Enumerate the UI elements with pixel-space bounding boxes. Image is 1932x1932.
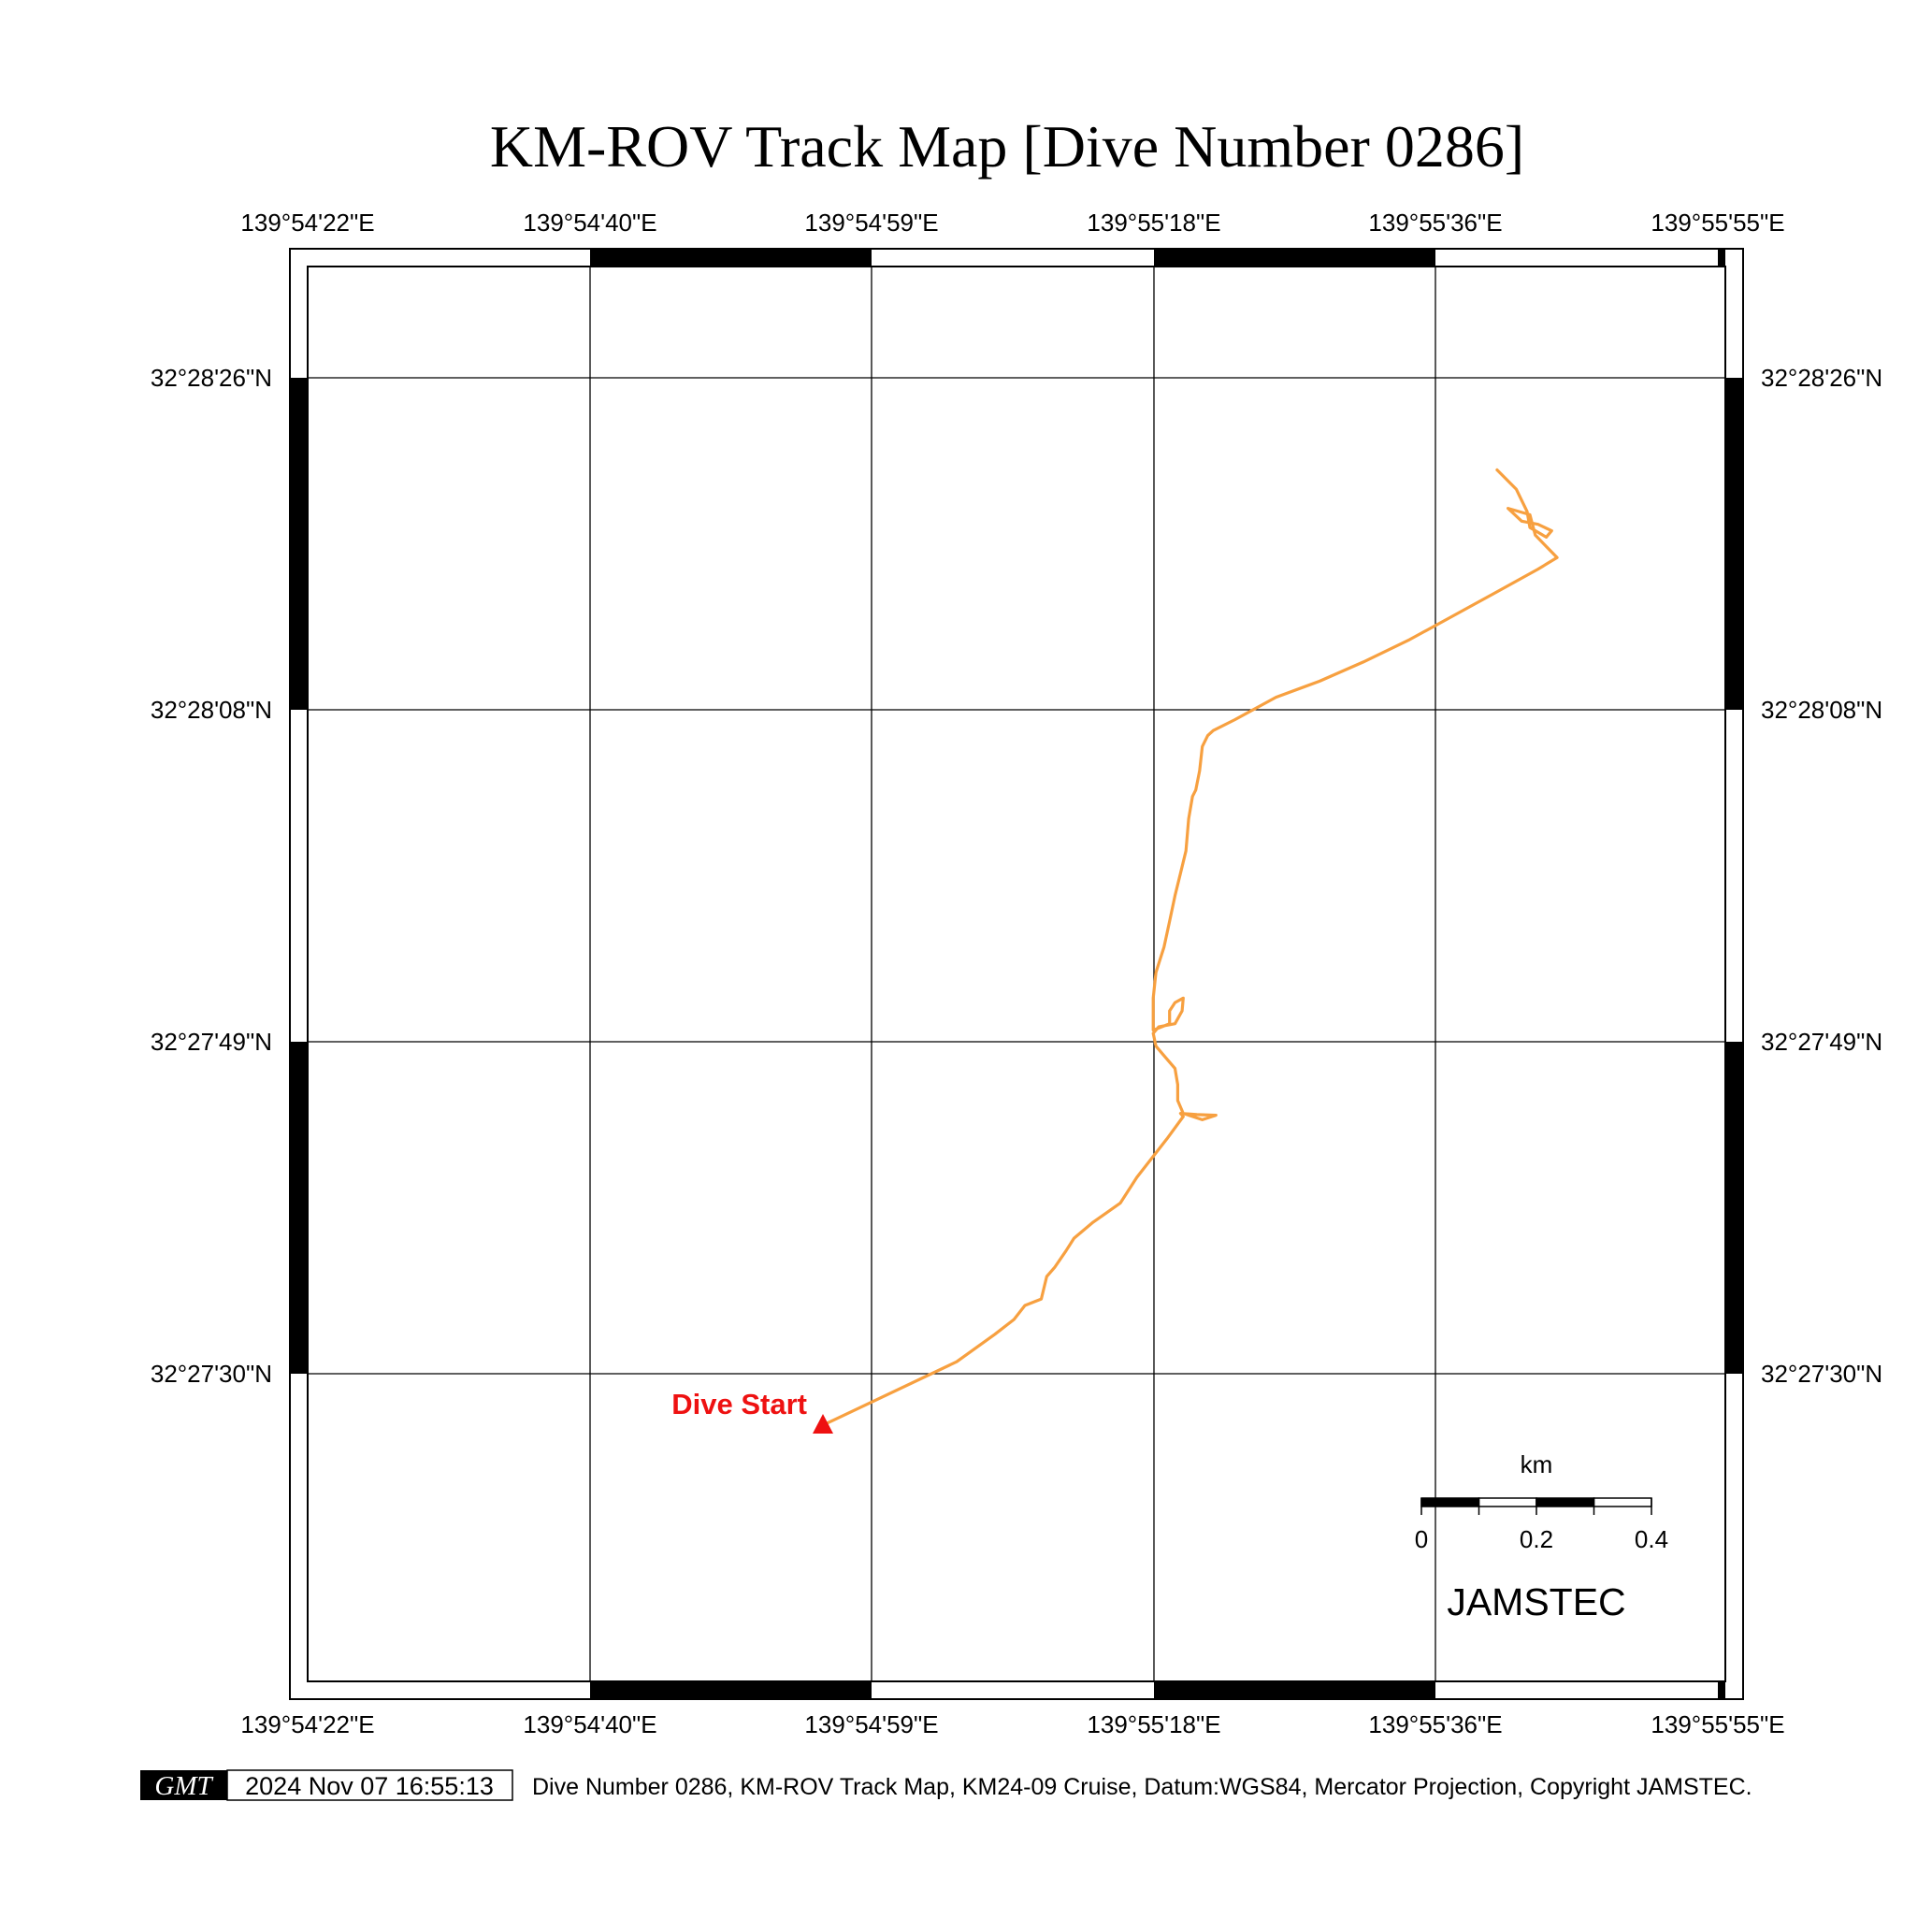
lat-label-right: 32°28'08"N (1761, 696, 1882, 724)
scale-bar-label: 0.2 (1520, 1525, 1553, 1553)
latitude-labels-left: 32°28'26"N 32°28'08"N 32°27'49"N 32°27'30"N (151, 364, 272, 1388)
frame-bar-left (290, 378, 308, 710)
lat-label-right: 32°27'49"N (1761, 1028, 1882, 1056)
lon-label-bottom: 139°55'36"E (1368, 1710, 1502, 1738)
lon-label-top: 139°54'22"E (240, 209, 374, 237)
scale-bar: km 0 0.2 0.4 (1415, 1450, 1668, 1553)
scale-bar-segment (1478, 1497, 1537, 1507)
scale-bar-label: 0.4 (1635, 1525, 1668, 1553)
frame-bar-left (290, 1042, 308, 1374)
scale-bar-segment (1536, 1497, 1595, 1507)
lon-label-top: 139°54'59"E (804, 209, 938, 237)
longitude-labels-bottom: 139°54'22"E 139°54'40"E 139°54'59"E 139°55'… (240, 1710, 1784, 1738)
lon-label-top: 139°55'36"E (1368, 209, 1502, 237)
lon-label-bottom: 139°55'18"E (1087, 1710, 1220, 1738)
lon-label-top: 139°55'55"E (1651, 209, 1784, 237)
lon-label-bottom: 139°54'22"E (240, 1710, 374, 1738)
dive-start-marker (813, 1413, 834, 1434)
map-frame (289, 248, 1744, 1700)
scale-bar-segment (1593, 1497, 1652, 1507)
lon-label-bottom: 139°54'59"E (804, 1710, 938, 1738)
lat-label-left: 32°28'26"N (151, 364, 272, 392)
lon-label-bottom: 139°54'40"E (523, 1710, 656, 1738)
lat-label-left: 32°27'49"N (151, 1028, 272, 1056)
frame-bar-top (1154, 249, 1435, 267)
frame-bar-top (590, 249, 872, 267)
frame-outer (289, 248, 1744, 1700)
frame-bar-right (1725, 1042, 1743, 1374)
frame-inner (307, 266, 1726, 1682)
map-title: KM-ROV Track Map [Dive Number 0286] (490, 113, 1524, 180)
lat-label-left: 32°28'08"N (151, 696, 272, 724)
scale-bar-label: 0 (1415, 1525, 1428, 1553)
lon-label-top: 139°54'40"E (523, 209, 656, 237)
scale-bar-segment (1420, 1497, 1480, 1507)
gmt-logo-text: GMT (154, 1771, 213, 1801)
rov-track-line (821, 468, 1559, 1427)
timestamp: 2024 Nov 07 16:55:13 (245, 1772, 494, 1800)
longitude-labels-top: 139°54'22"E 139°54'40"E 139°54'59"E 139°55'… (240, 209, 1784, 237)
scale-bar-ticks: 0 0.2 0.4 (1415, 1498, 1668, 1553)
footer: GMT 2024 Nov 07 16:55:13 Dive Number 028… (140, 1769, 1752, 1801)
frame-bar-top (1718, 249, 1725, 267)
lat-label-right: 32°28'26"N (1761, 364, 1882, 392)
gmt-logo (140, 1770, 227, 1800)
scale-bar-unit: km (1521, 1450, 1553, 1478)
graticule-grid (308, 267, 1725, 1681)
map-caption: Dive Number 0286, KM-ROV Track Map, KM24… (532, 1774, 1752, 1800)
dive-start-label: Dive Start (671, 1388, 807, 1420)
frame-bar-right (1725, 378, 1743, 710)
lat-label-right: 32°27'30"N (1761, 1360, 1882, 1388)
lon-label-top: 139°55'18"E (1087, 209, 1220, 237)
frame-bar-bottom (1154, 1681, 1435, 1699)
frame-bar-bottom (590, 1681, 872, 1699)
frame-bar-bottom (1718, 1681, 1725, 1699)
lat-label-left: 32°27'30"N (151, 1360, 272, 1388)
timestamp-box (226, 1769, 513, 1801)
lon-label-bottom: 139°55'55"E (1651, 1710, 1784, 1738)
jamstec-credit: JAMSTEC (1447, 1580, 1625, 1623)
latitude-labels-right: 32°28'26"N 32°28'08"N 32°27'49"N 32°27'30"N (1761, 364, 1882, 1388)
